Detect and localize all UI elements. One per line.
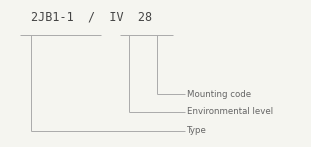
Text: Type: Type <box>187 126 207 135</box>
Text: 2JB1-1  /  IV  28: 2JB1-1 / IV 28 <box>31 11 152 24</box>
Text: Mounting code: Mounting code <box>187 90 251 99</box>
Text: Environmental level: Environmental level <box>187 107 273 116</box>
